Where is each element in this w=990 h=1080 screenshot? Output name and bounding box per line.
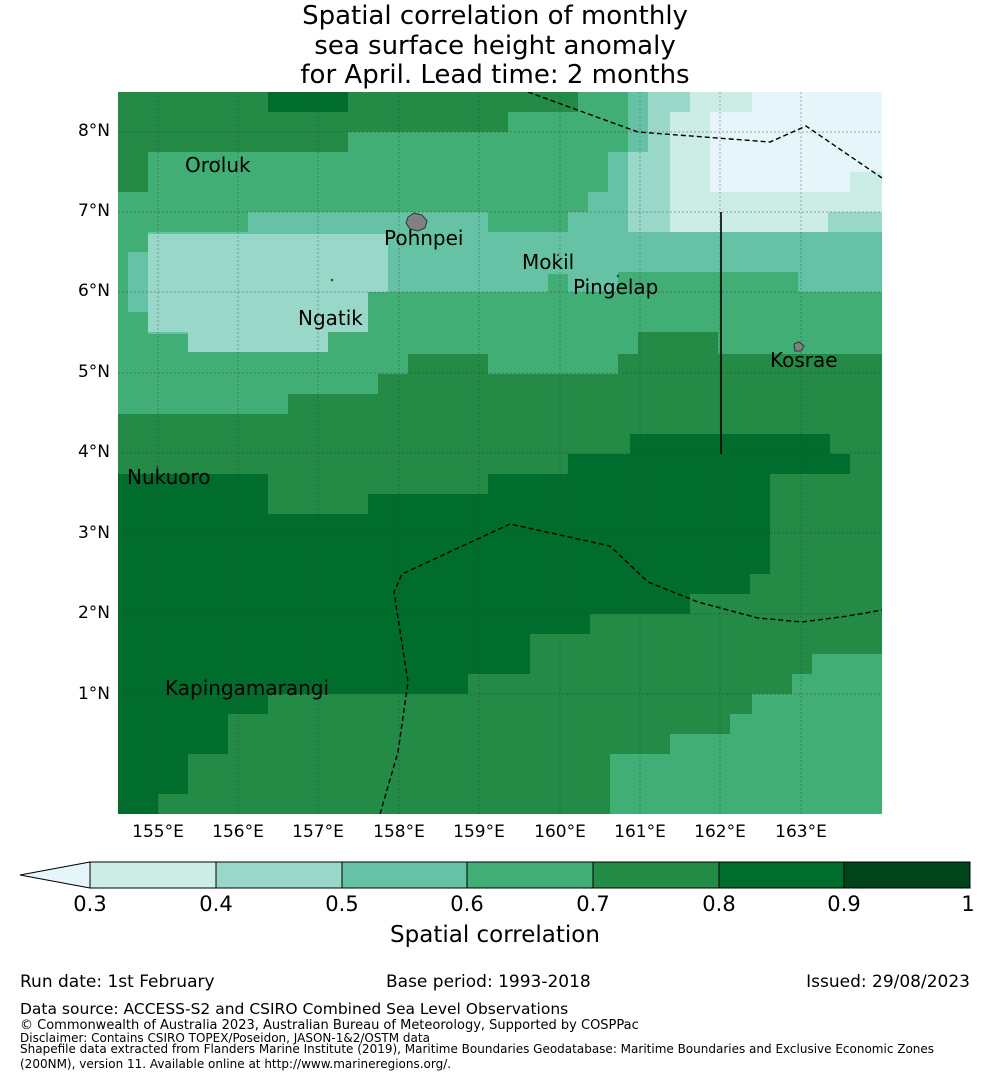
field-top-patch: [268, 92, 348, 112]
map-title: Spatial correlation of monthly sea surfa…: [0, 1, 990, 91]
lat-label-5n: 5°N: [77, 362, 110, 382]
graticule: [118, 92, 882, 814]
place-pingelap: Pingelap: [573, 275, 659, 299]
eez-boundaries: [379, 92, 882, 814]
colorbar-label: Spatial correlation: [390, 922, 600, 948]
lat-label-1n: 1°N: [77, 684, 110, 704]
run-date: Run date: 1st February: [20, 972, 215, 992]
field-below-03: [710, 92, 882, 192]
lon-label-158e: 158°E: [373, 822, 425, 842]
data-source: Data source: ACCESS-S2 and CSIRO Combine…: [20, 1000, 569, 1018]
colorbar-bin-05-06: [341, 861, 468, 889]
colorbar: [19, 861, 971, 889]
issued-date: Issued: 29/08/2023: [806, 972, 970, 992]
colorbar-bin-03-04: [89, 861, 217, 889]
place-nukuoro: Nukuoro: [127, 465, 211, 489]
colorbar-tick-05: 0.5: [325, 892, 359, 916]
island-pingelap: [616, 274, 620, 278]
colorbar-extend-arrow: [19, 861, 91, 889]
lon-label-157e: 157°E: [292, 822, 344, 842]
lat-label-4n: 4°N: [77, 442, 110, 462]
lon-label-160e: 160°E: [534, 822, 586, 842]
lon-label-155e: 155°E: [132, 822, 184, 842]
colorbar-tick-08: 0.8: [702, 892, 736, 916]
place-kapingamarangi: Kapingamarangi: [165, 676, 330, 700]
island-ngatik: [330, 278, 334, 282]
island-kosrae: [793, 341, 805, 352]
colorbar-tick-03: 0.3: [73, 892, 107, 916]
place-kosrae: Kosrae: [770, 348, 838, 372]
lon-label-163e: 163°E: [775, 822, 827, 842]
disclaimer: Disclaimer: Contains CSIRO TOPEX/Poseido…: [20, 1031, 430, 1045]
lon-label-159e: 159°E: [453, 822, 505, 842]
lat-label-7n: 7°N: [77, 201, 110, 221]
base-period: Base period: 1993-2018: [386, 972, 591, 992]
island-kapingamarangi: [241, 684, 245, 688]
place-pohnpei: Pohnpei: [384, 226, 464, 250]
correlation-map[interactable]: [118, 92, 882, 814]
colorbar-tick-04: 0.4: [199, 892, 233, 916]
colorbar-tick-09: 0.9: [827, 892, 861, 916]
place-oroluk: Oroluk: [185, 153, 251, 177]
lat-label-3n: 3°N: [77, 523, 110, 543]
colorbar-bin-08-09: [718, 861, 845, 889]
lat-label-6n: 6°N: [77, 281, 110, 301]
colorbar-bin-06-07: [466, 861, 594, 889]
lon-label-161e: 161°E: [614, 822, 666, 842]
title-line-2: sea surface height anomaly: [314, 30, 676, 61]
place-mokil: Mokil: [522, 250, 575, 274]
field-08-09: [118, 434, 850, 814]
colorbar-tick-07: 0.7: [576, 892, 610, 916]
shapefile-credit-line-1: Shapefile data extracted from Flanders M…: [20, 1042, 935, 1056]
colorbar-tick-10: 1: [961, 892, 975, 916]
copyright: © Commonwealth of Australia 2023, Austra…: [20, 1018, 639, 1033]
title-line-1: Spatial correlation of monthly: [302, 1, 688, 31]
field-04-05-west: [148, 234, 388, 352]
colorbar-bin-09-10: [843, 861, 971, 889]
island-nukuoro: [155, 465, 159, 469]
map-svg: [118, 92, 882, 814]
title-line-3: for April. Lead time: 2 months: [300, 60, 690, 90]
colorbar-tick-06: 0.6: [450, 892, 484, 916]
island-oroluk: [217, 159, 221, 163]
shapefile-credit-line-2: (200NM), version 11. Available online at…: [20, 1057, 452, 1071]
place-ngatik: Ngatik: [298, 306, 363, 330]
lat-label-2n: 2°N: [77, 603, 110, 623]
island-mokil: [556, 253, 560, 257]
island-pohnpei: [405, 212, 428, 232]
colorbar-bin-07-08: [592, 861, 720, 889]
lon-label-156e: 156°E: [212, 822, 264, 842]
colorbar-bin-04-05: [215, 861, 343, 889]
lat-label-8n: 8°N: [77, 121, 110, 141]
lon-label-162e: 162°E: [694, 822, 746, 842]
